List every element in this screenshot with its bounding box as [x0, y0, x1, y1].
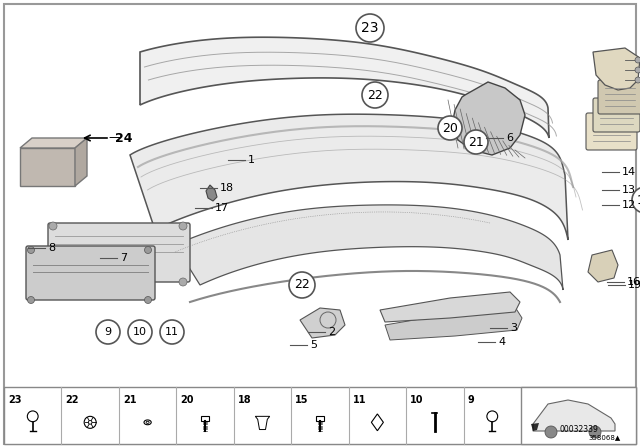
Text: 11: 11 [353, 395, 366, 405]
Circle shape [49, 222, 57, 230]
Circle shape [635, 77, 640, 83]
Text: 5: 5 [310, 340, 317, 350]
Text: 20: 20 [180, 395, 194, 405]
Text: 23: 23 [361, 21, 379, 35]
Polygon shape [175, 205, 563, 290]
Circle shape [145, 246, 152, 254]
Circle shape [88, 421, 92, 424]
Circle shape [179, 222, 187, 230]
FancyBboxPatch shape [593, 98, 640, 132]
Text: 8: 8 [48, 243, 55, 253]
Circle shape [635, 57, 640, 63]
Polygon shape [531, 423, 539, 431]
Text: 22: 22 [367, 89, 383, 102]
Text: 21: 21 [123, 395, 136, 405]
Polygon shape [385, 307, 522, 340]
Polygon shape [206, 185, 217, 201]
Text: 2: 2 [328, 327, 335, 337]
Circle shape [96, 320, 120, 344]
Circle shape [438, 116, 462, 140]
FancyBboxPatch shape [586, 113, 637, 150]
Circle shape [28, 246, 35, 254]
Polygon shape [255, 416, 269, 430]
Text: 10: 10 [133, 327, 147, 337]
Circle shape [28, 411, 38, 422]
Bar [202, 416, 209, 421]
Polygon shape [140, 37, 549, 138]
Circle shape [49, 278, 57, 286]
Circle shape [632, 187, 640, 213]
Polygon shape [130, 114, 568, 240]
Text: 14: 14 [622, 167, 636, 177]
Polygon shape [533, 400, 615, 431]
FancyBboxPatch shape [48, 223, 190, 282]
Text: 10: 10 [410, 395, 424, 405]
Circle shape [179, 278, 187, 286]
Text: 12: 12 [622, 200, 636, 210]
Circle shape [28, 297, 35, 303]
Circle shape [84, 416, 96, 428]
Text: 15: 15 [295, 395, 308, 405]
Circle shape [545, 426, 557, 438]
Circle shape [145, 297, 152, 303]
Text: 19: 19 [628, 280, 640, 290]
Text: 7: 7 [120, 253, 127, 263]
Circle shape [289, 272, 315, 298]
Polygon shape [371, 414, 383, 431]
Polygon shape [593, 48, 640, 90]
Text: 11: 11 [165, 327, 179, 337]
Circle shape [128, 320, 152, 344]
Bar [316, 416, 324, 421]
Polygon shape [20, 138, 87, 148]
Circle shape [635, 67, 640, 73]
Polygon shape [380, 292, 520, 322]
Text: 16: 16 [627, 277, 640, 287]
Text: 23: 23 [8, 395, 22, 405]
Polygon shape [75, 138, 87, 186]
Circle shape [464, 130, 488, 154]
Text: 6: 6 [506, 133, 513, 143]
Text: 9: 9 [104, 327, 111, 337]
Text: 1: 1 [248, 155, 255, 165]
Ellipse shape [144, 420, 151, 425]
Bar [20, 148, 75, 186]
Bar [521, 387, 636, 444]
Circle shape [160, 320, 184, 344]
Text: 22: 22 [65, 395, 79, 405]
Circle shape [487, 411, 498, 422]
Text: 17: 17 [215, 203, 229, 213]
Bar [4, 387, 636, 444]
Text: 15: 15 [637, 194, 640, 207]
Circle shape [356, 14, 384, 42]
Circle shape [362, 82, 388, 108]
Circle shape [589, 426, 601, 438]
Polygon shape [452, 82, 525, 155]
Text: 20: 20 [442, 121, 458, 134]
Text: 24: 24 [115, 132, 132, 145]
Text: —: — [108, 132, 120, 145]
Text: 18: 18 [238, 395, 252, 405]
Text: 00032339: 00032339 [559, 425, 598, 434]
FancyBboxPatch shape [598, 80, 640, 114]
Text: 13: 13 [622, 185, 636, 195]
Text: 22: 22 [294, 279, 310, 292]
Text: 9: 9 [468, 395, 474, 405]
Polygon shape [300, 308, 345, 338]
Text: 358068▲: 358068▲ [589, 434, 621, 440]
Text: 21: 21 [468, 135, 484, 148]
Text: 3: 3 [510, 323, 517, 333]
Polygon shape [588, 250, 618, 282]
Text: 4: 4 [498, 337, 505, 347]
FancyBboxPatch shape [26, 246, 155, 300]
Text: 18: 18 [220, 183, 234, 193]
